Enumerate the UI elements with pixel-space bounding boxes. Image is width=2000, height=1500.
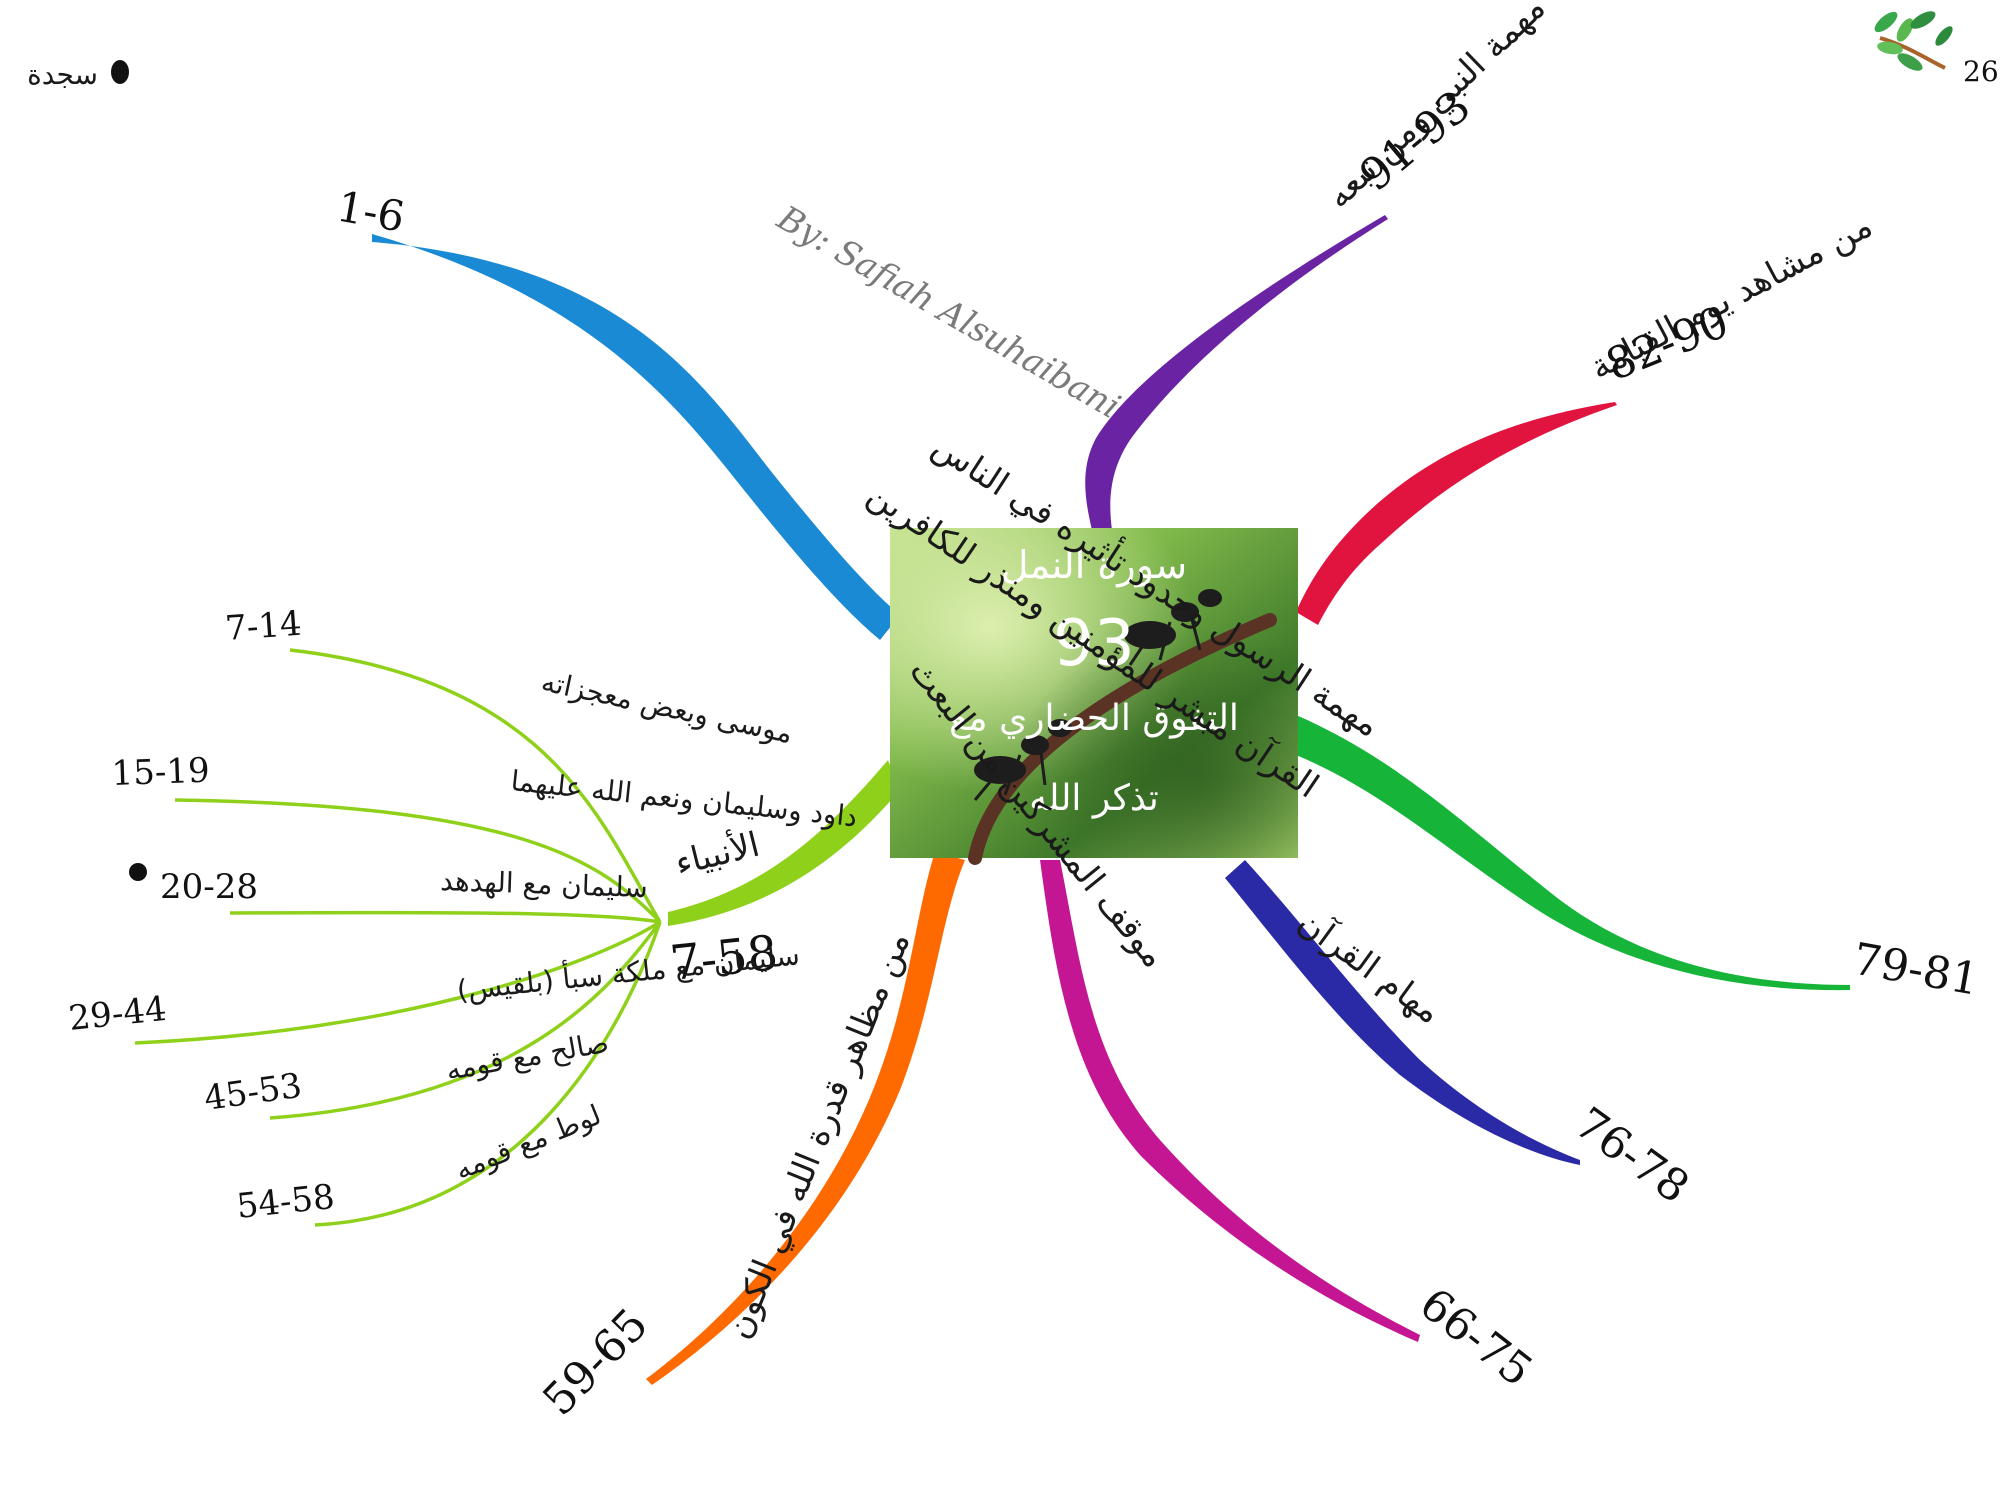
branch-b8-shape xyxy=(668,760,900,926)
branch-b8-title: الأنبياء xyxy=(671,823,764,884)
twig-ornament-icon xyxy=(1879,36,1946,70)
branch-b4-range: 79-81 xyxy=(1849,934,1983,1006)
branch-b1-range: 1-6 xyxy=(333,182,408,242)
legend: سجدة xyxy=(27,58,129,91)
author-credit: By: Safiah Alsuhaibani xyxy=(770,198,1127,427)
prophet-4-range: 29-44 xyxy=(67,989,169,1039)
leaf-icon-4 xyxy=(1897,53,1923,71)
page-ornament: 26 xyxy=(1874,11,1999,88)
branch-b2-shape xyxy=(1085,215,1388,530)
page-number: 26 xyxy=(1963,55,1999,88)
legend-label: سجدة xyxy=(27,58,98,91)
prophet-5-label: صالح مع قومه xyxy=(443,1026,611,1087)
branch-b5-shape xyxy=(1225,860,1580,1165)
prophet-6-range: 54-58 xyxy=(235,1177,337,1227)
connector-3 xyxy=(229,910,661,924)
branch-b8-range: 7-58 xyxy=(667,925,780,992)
connector-6 xyxy=(314,921,662,1227)
legend-dot-icon xyxy=(111,60,129,84)
leaf-icon-3 xyxy=(1910,11,1936,29)
branch-b7-range: 59-65 xyxy=(533,1299,658,1426)
prophet-5-range: 45-53 xyxy=(202,1066,305,1119)
prophet-1-range: 7-14 xyxy=(224,604,303,649)
center-theme-line2: تذكر الله xyxy=(1029,778,1159,819)
leaf-icon-2 xyxy=(1896,18,1914,42)
connector-2 xyxy=(174,798,662,924)
prophet-connectors xyxy=(134,648,662,1227)
center-count: 93 xyxy=(1053,607,1134,681)
prophet-2-range: 15-19 xyxy=(111,751,210,794)
ant-icon-2 xyxy=(1124,589,1222,666)
leaf-icon-6 xyxy=(1935,26,1953,46)
prophet-1-label: موسى وبعض معجزاته xyxy=(539,665,796,750)
branch-b7-title: من مظاهر قدرة الله في الكون xyxy=(718,926,918,1344)
branch-b5-range: 76-78 xyxy=(1566,1098,1699,1214)
connector-1 xyxy=(289,648,662,923)
connector-4 xyxy=(134,920,661,1045)
branch-b7-shape xyxy=(646,852,965,1385)
branch-b6-shape xyxy=(1040,860,1420,1342)
connector-5 xyxy=(269,920,662,1120)
center-title: سورة النمل xyxy=(1001,543,1187,588)
prophet-3-label: سليمان مع الهدهد xyxy=(440,864,649,904)
twig-icon xyxy=(968,613,1277,865)
branch-b1-shape xyxy=(372,234,900,640)
center-image-shade xyxy=(890,528,1298,858)
prophet-3-range: 20-28 xyxy=(160,867,258,907)
leaf-icon-1 xyxy=(1874,11,1898,33)
center-card: سورة النمل 93 التفوق الحضاري مع تذكر الل… xyxy=(890,528,1298,865)
prophet-2-label: داود وسليمان ونعم الله عليهما xyxy=(509,764,858,833)
prophet-6-label: لوط مع قومه xyxy=(450,1098,606,1186)
branch-b6-range: 66-75 xyxy=(1410,1278,1541,1396)
sajda-marker-icon xyxy=(129,863,147,881)
branch-b3-shape xyxy=(1296,402,1617,625)
leaf-icon-5 xyxy=(1877,41,1903,55)
center-theme-line1: التفوق الحضاري مع xyxy=(949,698,1239,739)
ant-icon xyxy=(973,719,1072,801)
